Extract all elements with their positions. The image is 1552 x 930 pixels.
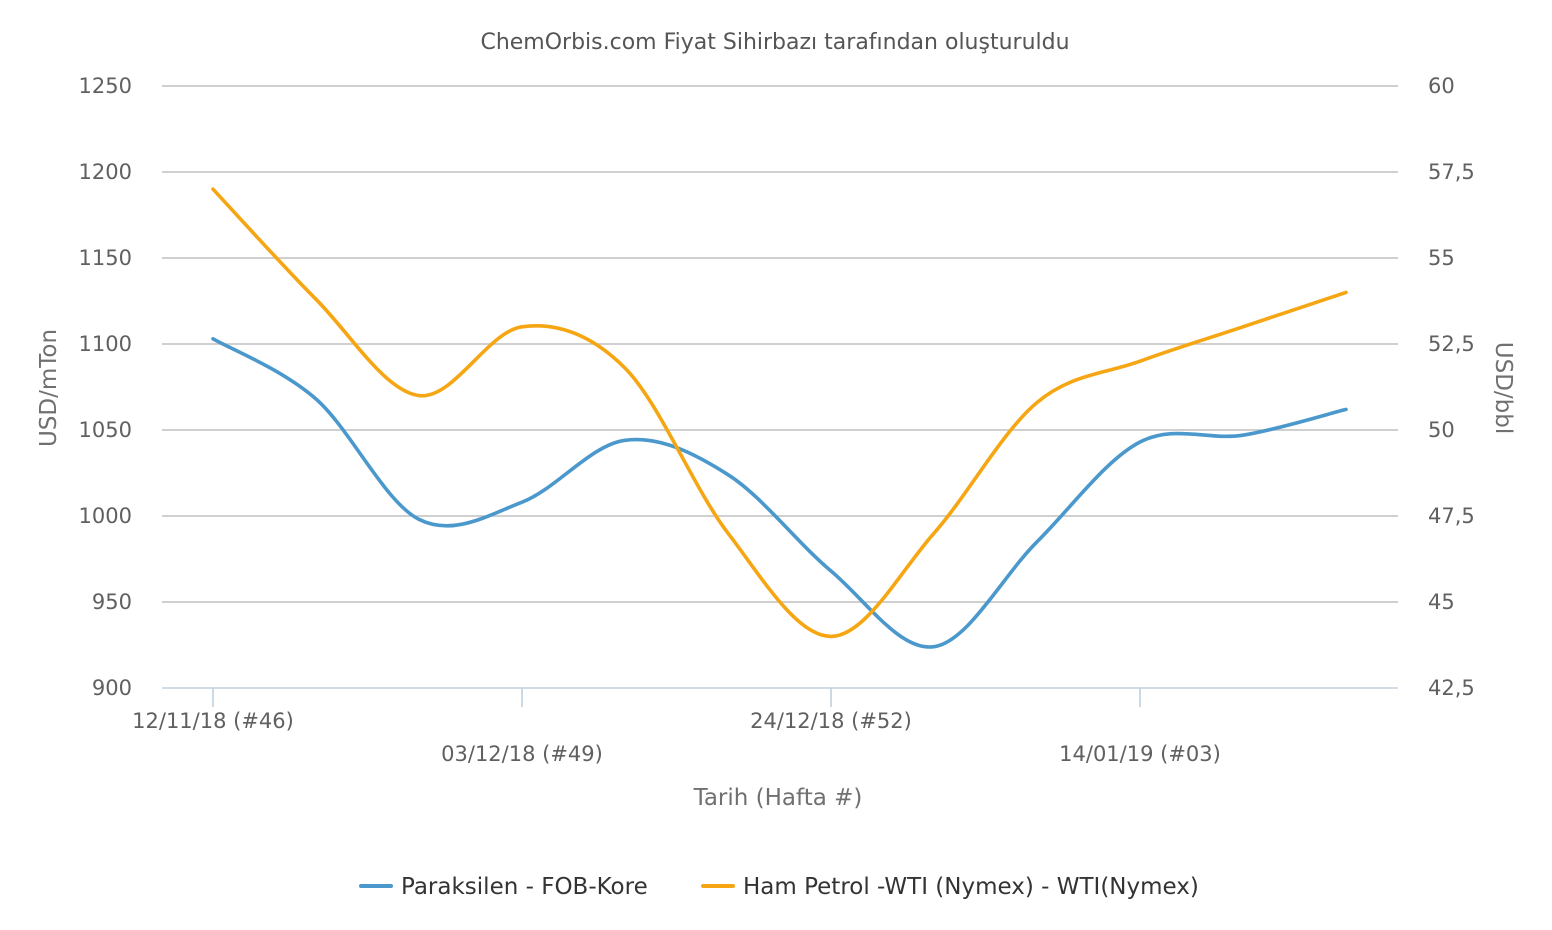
series-point <box>726 473 730 477</box>
grid-lines <box>162 85 1398 603</box>
x-tick-label: 03/12/18 (#49) <box>441 742 603 766</box>
series-point <box>314 397 318 401</box>
series-point <box>1344 407 1348 411</box>
series-point <box>1138 440 1142 444</box>
right-tick-label: 57,5 <box>1428 160 1475 184</box>
series-line-1 <box>211 187 1348 639</box>
series-point <box>932 645 936 649</box>
series-point <box>726 531 730 535</box>
legend-label: Ham Petrol -WTI (Nymex) - WTI(Nymex) <box>743 874 1199 900</box>
series-point <box>211 337 215 341</box>
right-tick-label: 45 <box>1428 590 1455 614</box>
series-point <box>1344 290 1348 294</box>
right-tick-label: 50 <box>1428 418 1455 442</box>
series-point <box>314 297 318 301</box>
chart-title: ChemOrbis.com Fiyat Sihirbazı tarafından… <box>480 30 1069 55</box>
right-axis-title: USD/bbl <box>1490 342 1516 434</box>
series-point <box>417 394 421 398</box>
series-point <box>417 517 421 521</box>
series-point <box>1241 325 1245 329</box>
axes: 1250 60 1200 57,5 1150 55 1100 52,5 1050 50 1000 47… <box>79 74 1475 766</box>
series-point <box>211 187 215 191</box>
series-point <box>1035 400 1039 404</box>
right-tick-label: 52,5 <box>1428 332 1475 356</box>
left-tick-label: 1050 <box>79 418 132 442</box>
legend-label: Paraksilen - FOB-Kore <box>401 874 648 900</box>
series-point <box>623 438 627 442</box>
series-point <box>623 366 627 370</box>
x-axis-title: Tarih (Hafta #) <box>693 785 863 811</box>
x-tick-label: 24/12/18 (#52) <box>750 709 912 733</box>
left-tick-label: 1000 <box>79 504 132 528</box>
series-point <box>1138 359 1142 363</box>
legend: Paraksilen - FOB-Kore Ham Petrol -WTI (Ny… <box>359 874 1199 900</box>
x-tick-label: 14/01/19 (#03) <box>1059 742 1221 766</box>
left-tick-label: 1150 <box>79 246 132 270</box>
left-tick-label: 1100 <box>79 332 132 356</box>
series-point <box>932 531 936 535</box>
left-axis-title: USD/mTon <box>36 329 62 447</box>
series-point <box>829 569 833 573</box>
right-tick-label: 60 <box>1428 74 1455 98</box>
series-point <box>520 325 524 329</box>
series-point <box>1035 540 1039 544</box>
left-tick-label: 1250 <box>79 74 132 98</box>
left-tick-label: 1200 <box>79 160 132 184</box>
series-line-0 <box>211 337 1348 649</box>
x-tick-label: 12/11/18 (#46) <box>132 709 294 733</box>
right-tick-label: 47,5 <box>1428 504 1475 528</box>
series-point <box>829 634 833 638</box>
series-lines <box>211 187 1348 649</box>
right-tick-label: 42,5 <box>1428 676 1475 700</box>
left-tick-label: 900 <box>92 676 132 700</box>
right-tick-label: 55 <box>1428 246 1455 270</box>
left-tick-label: 950 <box>92 590 132 614</box>
series-point <box>1241 433 1245 437</box>
series-point <box>520 500 524 504</box>
